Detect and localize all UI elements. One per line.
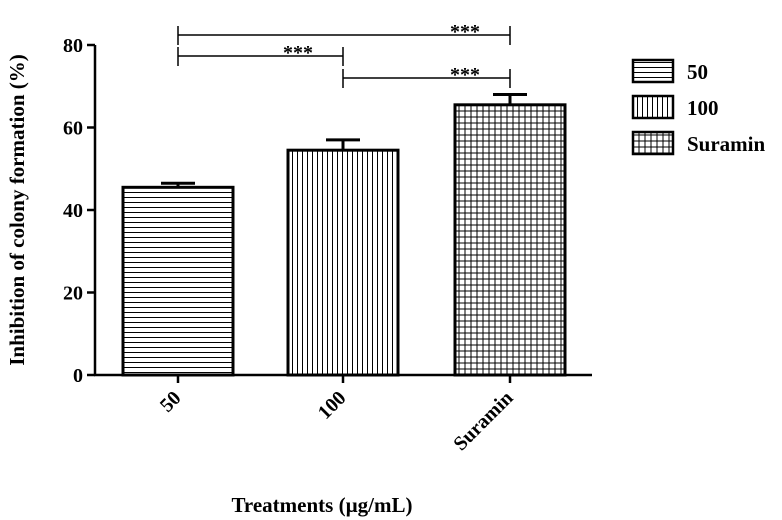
legend: 50 100 Suramin — [631, 58, 766, 156]
x-tick-label: 100 — [314, 387, 351, 424]
x-axis-title: Treatments (µg/mL) — [231, 493, 412, 517]
x-axis: 50 100 Suramin — [94, 373, 592, 455]
bars — [121, 93, 567, 377]
legend-swatch — [631, 94, 675, 120]
y-tick-label: 80 — [63, 35, 83, 57]
bar-50 — [121, 185, 235, 377]
x-tick-label: Suramin — [449, 387, 517, 455]
y-axis: 0 20 40 60 80 — [63, 35, 97, 387]
y-tick-label: 60 — [63, 118, 83, 140]
x-tick-label: 50 — [156, 387, 186, 417]
significance-brackets: *** *** *** — [177, 21, 511, 88]
legend-label: 50 — [687, 60, 708, 84]
bar-suramin — [453, 103, 567, 377]
y-tick-label: 0 — [73, 365, 83, 387]
legend-label: 100 — [687, 96, 719, 120]
y-axis-title: Inhibition of colony formation (%) — [5, 54, 29, 366]
legend-swatch — [631, 130, 675, 156]
legend-swatch — [631, 58, 675, 84]
significance-label: *** — [450, 64, 480, 86]
bar-100 — [286, 148, 400, 377]
significance-label: *** — [450, 21, 480, 43]
y-tick-label: 20 — [63, 283, 83, 305]
y-tick-label: 40 — [63, 200, 83, 222]
legend-label: Suramin — [687, 132, 766, 156]
significance-label: *** — [283, 42, 313, 64]
